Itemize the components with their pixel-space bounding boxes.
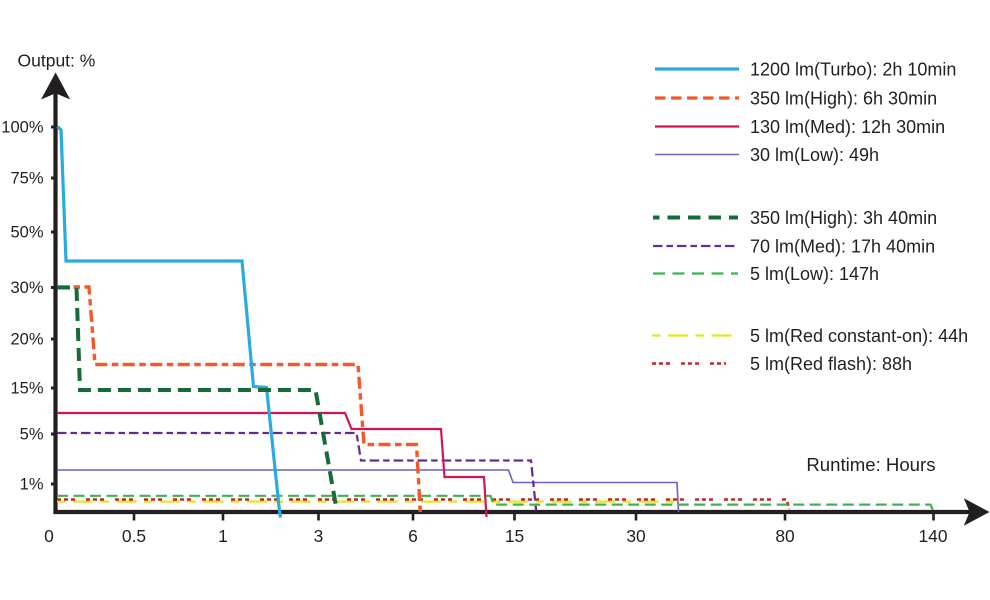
- svg-text:70 lm(Med): 17h 40min: 70 lm(Med): 17h 40min: [750, 237, 935, 257]
- svg-text:6: 6: [408, 526, 418, 546]
- svg-text:100%: 100%: [1, 119, 44, 137]
- svg-text:30%: 30%: [10, 279, 43, 297]
- svg-text:75%: 75%: [10, 170, 43, 188]
- svg-text:15: 15: [505, 526, 524, 546]
- svg-text:20%: 20%: [10, 331, 43, 349]
- svg-text:350 lm(High): 6h 30min: 350 lm(High): 6h 30min: [750, 89, 937, 109]
- svg-text:50%: 50%: [10, 224, 43, 242]
- svg-text:3: 3: [314, 526, 324, 546]
- svg-text:30: 30: [626, 526, 645, 546]
- svg-text:350 lm(High): 3h 40min: 350 lm(High): 3h 40min: [750, 208, 937, 228]
- svg-text:5 lm(Red flash): 88h: 5 lm(Red flash): 88h: [750, 354, 912, 374]
- svg-text:0: 0: [44, 526, 54, 546]
- svg-text:5 lm(Low): 147h: 5 lm(Low): 147h: [750, 264, 879, 284]
- svg-text:0.5: 0.5: [122, 526, 146, 546]
- svg-text:1%: 1%: [20, 476, 44, 494]
- svg-text:1: 1: [218, 526, 228, 546]
- svg-text:140: 140: [918, 526, 947, 546]
- svg-text:Runtime: Hours: Runtime: Hours: [806, 454, 935, 475]
- svg-text:30 lm(Low): 49h: 30 lm(Low): 49h: [750, 145, 879, 165]
- svg-text:5%: 5%: [20, 426, 44, 444]
- svg-text:80: 80: [775, 526, 794, 546]
- svg-text:1200 lm(Turbo): 2h 10min: 1200 lm(Turbo): 2h 10min: [750, 60, 956, 80]
- svg-text:5 lm(Red constant-on): 44h: 5 lm(Red constant-on): 44h: [750, 326, 968, 346]
- svg-text:Output: %: Output: %: [18, 50, 96, 70]
- svg-text:15%: 15%: [10, 380, 43, 398]
- svg-text:130 lm(Med): 12h 30min: 130 lm(Med): 12h 30min: [750, 117, 945, 137]
